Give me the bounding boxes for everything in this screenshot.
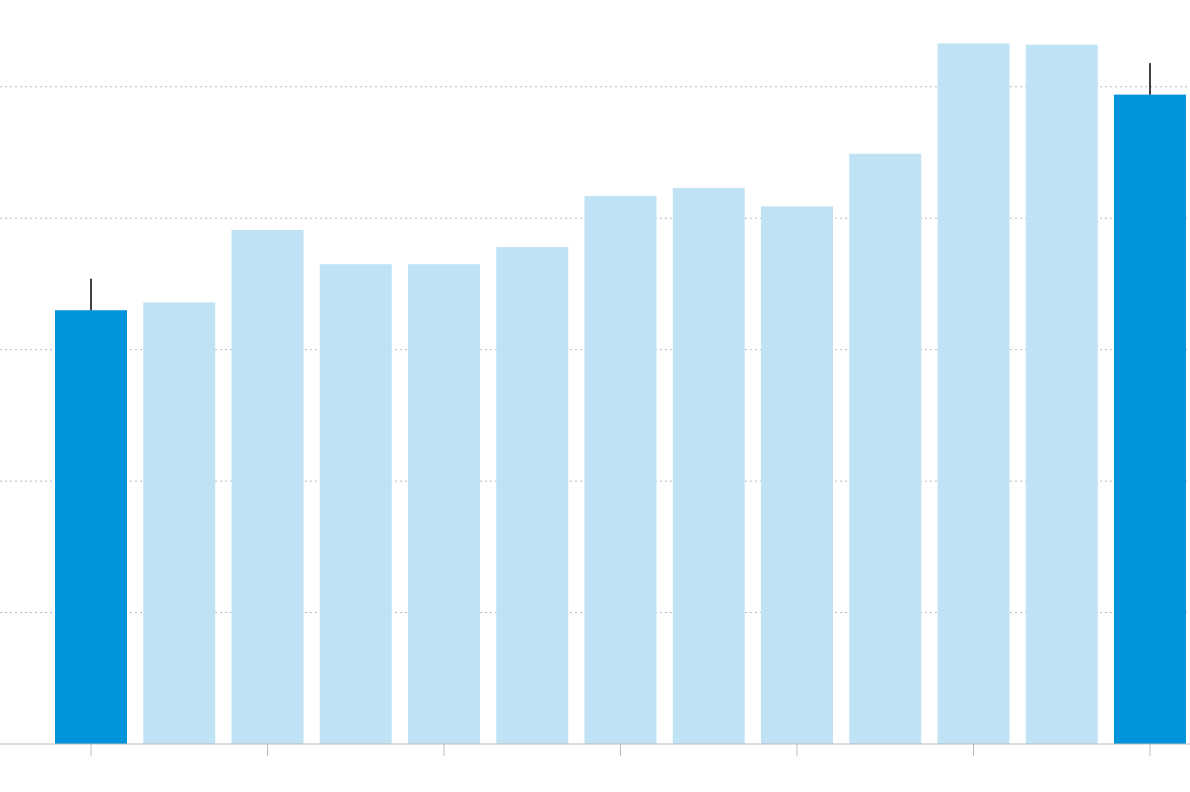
- bar: [1114, 94, 1186, 744]
- bar: [231, 230, 304, 744]
- bar: [672, 187, 745, 744]
- bar: [496, 247, 569, 745]
- bar: [408, 264, 480, 744]
- bar: [937, 43, 1010, 744]
- bar: [55, 310, 127, 744]
- bar: [1025, 44, 1098, 745]
- bar: [319, 264, 392, 744]
- bar: [143, 302, 216, 744]
- bar: [761, 206, 833, 744]
- bar: [849, 153, 922, 745]
- bar: [584, 195, 657, 745]
